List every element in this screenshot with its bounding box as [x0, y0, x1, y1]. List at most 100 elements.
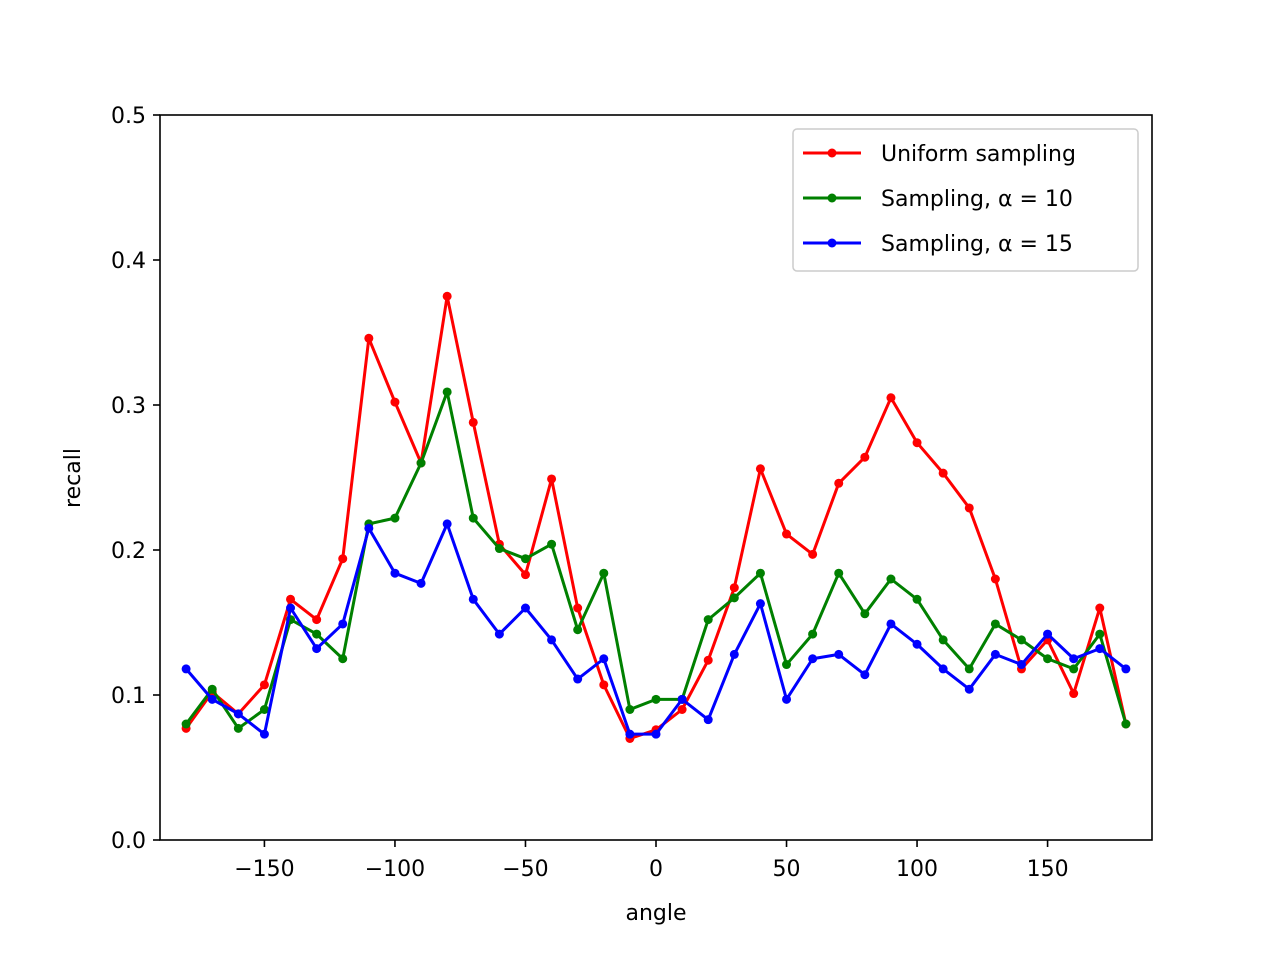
x-tick-label: 0: [649, 857, 663, 882]
data-point: [364, 523, 374, 533]
data-point: [573, 603, 583, 613]
data-point: [286, 603, 296, 613]
data-point: [834, 649, 844, 659]
data-point: [860, 670, 870, 680]
data-point: [808, 629, 818, 639]
y-tick-label: 0.4: [111, 249, 146, 274]
data-point: [390, 568, 400, 578]
data-point: [990, 649, 1000, 659]
data-point: [1069, 654, 1079, 664]
data-point: [651, 729, 661, 739]
data-point: [1016, 635, 1026, 645]
data-point: [312, 629, 322, 639]
data-point: [834, 568, 844, 578]
series-3: [181, 519, 1131, 739]
data-point: [964, 684, 974, 694]
data-point: [808, 654, 818, 664]
data-point: [1043, 654, 1053, 664]
data-point: [677, 705, 687, 714]
data-point: [782, 529, 792, 539]
data-point: [259, 729, 269, 739]
data-point: [338, 619, 348, 629]
x-tick-label: 150: [1027, 857, 1069, 882]
data-point: [703, 615, 713, 625]
data-point: [938, 468, 948, 478]
y-tick-label: 0.3: [111, 394, 146, 419]
legend-entry-3: Sampling, α = 15: [803, 232, 1073, 257]
data-point: [573, 674, 583, 684]
data-point: [729, 583, 739, 593]
data-point: [259, 705, 269, 714]
data-point: [912, 438, 922, 448]
data-point: [416, 578, 426, 588]
legend-entry-2: Sampling, α = 10: [803, 187, 1073, 212]
data-point: [625, 705, 635, 714]
data-point: [808, 549, 818, 559]
legend-label: Sampling, α = 15: [881, 232, 1073, 257]
plot-area: [181, 291, 1131, 743]
data-point: [520, 570, 530, 580]
data-point: [938, 635, 948, 645]
data-point: [181, 719, 191, 729]
legend: Uniform sampling Sampling, α = 10 Sampling…: [792, 128, 1139, 272]
data-point: [677, 694, 687, 704]
data-point: [1069, 689, 1079, 699]
data-point: [416, 458, 426, 468]
legend-swatch-marker: [827, 193, 837, 203]
legend-entry-1: Uniform sampling: [803, 142, 1076, 167]
data-point: [364, 333, 374, 343]
data-point: [312, 644, 322, 654]
data-point: [259, 680, 269, 690]
data-point: [312, 615, 322, 625]
data-point: [729, 649, 739, 659]
x-tick-label: −100: [365, 857, 425, 882]
y-tick-label: 0.2: [111, 539, 146, 564]
data-point: [390, 397, 400, 407]
legend-box: [792, 128, 1139, 272]
y-tick-label: 0.5: [111, 104, 146, 129]
data-point: [1121, 664, 1131, 674]
data-point: [547, 635, 557, 645]
x-tick-label: −50: [502, 857, 548, 882]
legend-swatch-marker: [827, 148, 837, 158]
data-point: [1095, 629, 1105, 639]
x-tick-label: 100: [896, 857, 938, 882]
legend-label: Uniform sampling: [881, 142, 1076, 167]
data-point: [442, 519, 452, 529]
data-point: [886, 574, 896, 584]
legend-label: Sampling, α = 10: [881, 187, 1073, 212]
x-axis-label: angle: [625, 901, 686, 926]
data-point: [755, 568, 765, 578]
data-point: [1121, 719, 1131, 729]
data-point: [912, 594, 922, 604]
x-axis: −150 −100 −50 0 50 100 150: [234, 840, 1069, 882]
data-point: [886, 393, 896, 403]
data-point: [599, 680, 609, 690]
data-point: [782, 694, 792, 704]
y-tick-label: 0.0: [111, 829, 146, 854]
y-axis: 0.0 0.1 0.2 0.3 0.4 0.5: [111, 104, 160, 854]
legend-swatch-marker: [827, 238, 837, 248]
data-point: [338, 554, 348, 564]
data-point: [338, 654, 348, 664]
data-point: [599, 654, 609, 664]
data-point: [886, 619, 896, 629]
data-point: [468, 594, 478, 604]
data-point: [442, 291, 452, 301]
data-point: [599, 568, 609, 578]
data-point: [494, 629, 504, 639]
data-point: [1016, 660, 1026, 670]
data-point: [573, 625, 583, 635]
data-point: [547, 539, 557, 549]
data-point: [651, 694, 661, 704]
data-point: [990, 619, 1000, 629]
data-point: [207, 684, 217, 694]
data-point: [860, 609, 870, 619]
data-point: [990, 574, 1000, 584]
data-point: [442, 387, 452, 397]
data-point: [520, 554, 530, 564]
data-point: [181, 664, 191, 674]
x-tick-label: 50: [773, 857, 801, 882]
data-point: [860, 452, 870, 462]
